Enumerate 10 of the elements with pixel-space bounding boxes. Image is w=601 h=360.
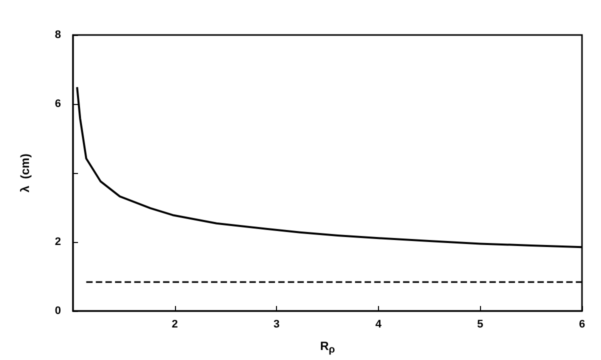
y-tick-label: 8 [54,29,61,41]
x-tick-label: 5 [477,318,484,330]
x-tick-label: 4 [375,318,382,330]
y-tick-label: 0 [54,305,61,317]
y-axis-title: λ (cm) [18,154,32,192]
x-tick-label: 6 [578,318,586,330]
x-tick-label: 2 [172,318,178,330]
y-tick-label: 6 [54,98,61,110]
x-tick-label: 3 [274,318,280,330]
y-tick-label: 2 [54,236,61,248]
